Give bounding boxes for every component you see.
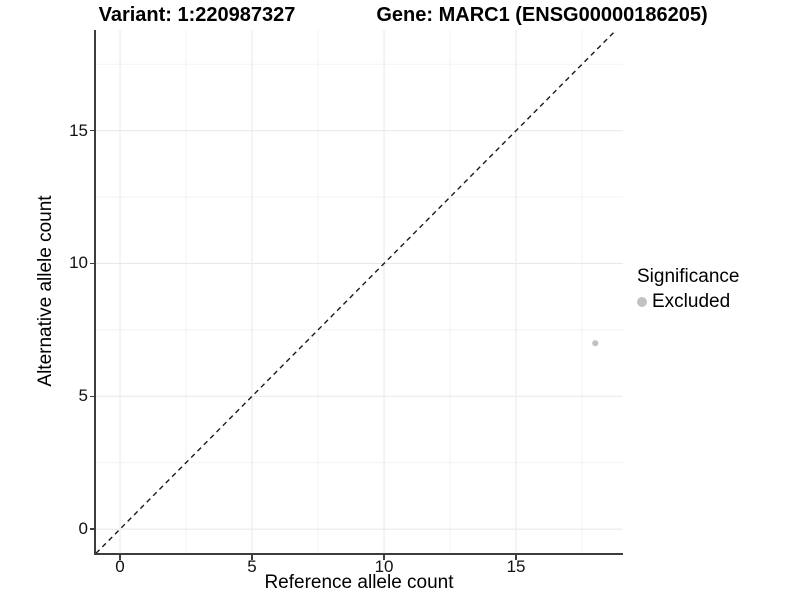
y-tick-label: 0 [78,519,88,539]
legend-item-label: Excluded [652,291,731,312]
plot-panel [96,30,623,553]
scatter-plot-svg [96,30,623,553]
x-tick-mark [515,555,517,560]
x-tick-mark [119,555,121,560]
y-tick-mark [90,528,95,530]
identity-line [96,30,617,553]
y-tick-label: 15 [69,120,88,140]
y-tick-label: 10 [69,253,88,273]
y-axis-title: Alternative allele count [35,195,56,387]
legend-item-excluded: Excluded [637,291,739,313]
x-axis-title: Reference allele count [264,572,454,593]
y-axis-line [94,30,97,555]
x-tick-mark [251,555,253,560]
y-tick-mark [90,395,95,398]
x-tick-mark [383,555,385,560]
x-tick-label: 5 [247,557,257,576]
legend-title: Significance [637,266,740,287]
x-tick-label: 15 [506,557,526,576]
x-axis-line [94,553,624,555]
x-tick-label: 0 [115,557,125,576]
y-tick-mark [90,262,95,265]
legend: Significance Excluded [637,266,739,313]
plot-title-variant: Variant: 1:220987327 [98,4,296,26]
plot-title-gene: Gene: MARC1 (ENSG00000186205) [376,4,708,26]
data-point [592,340,599,347]
x-tick-label: 10 [374,557,394,576]
y-tick-label: 5 [78,386,88,406]
legend-point-swatch-icon [637,297,647,307]
y-tick-mark [90,129,95,132]
